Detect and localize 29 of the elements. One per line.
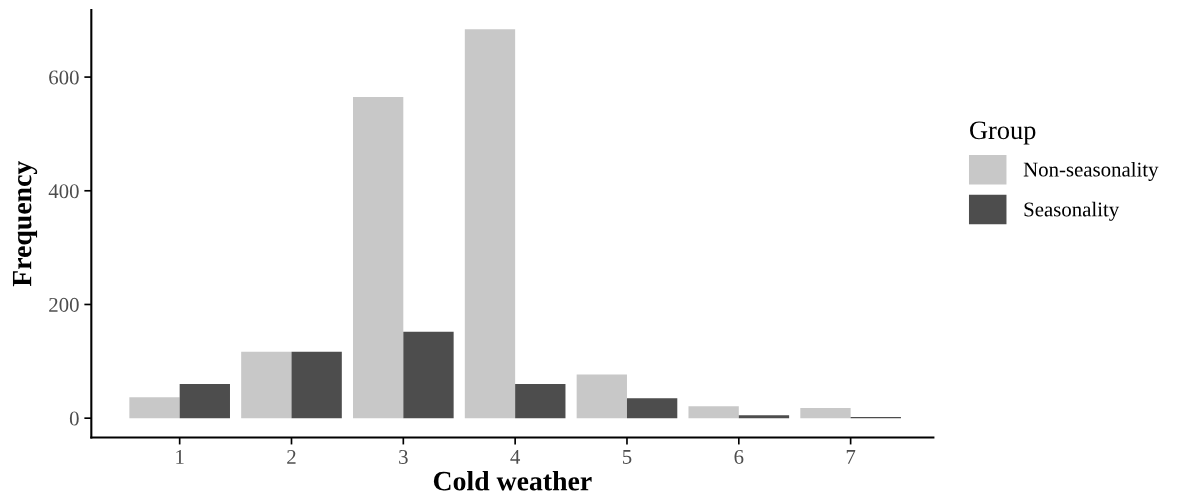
y-tick-label: 400 (48, 184, 79, 199)
legend-title: Group (970, 121, 1036, 145)
x-tick-label: 6 (734, 449, 744, 464)
x-axis-title: Cold weather (433, 470, 592, 491)
bar (353, 96, 404, 419)
bar (403, 331, 454, 419)
bar (241, 351, 292, 419)
bar (688, 406, 739, 419)
bar (464, 29, 516, 419)
bar (738, 415, 790, 419)
bar (800, 407, 851, 419)
x-tick-label: 4 (510, 450, 521, 464)
y-tick-label: 200 (49, 297, 79, 312)
x-tick-label: 1 (176, 450, 184, 464)
bar (129, 397, 180, 419)
x-tick-label: 5 (622, 450, 632, 464)
bar (576, 374, 627, 419)
y-tick-label: 600 (49, 70, 79, 85)
x-tick-label: 7 (846, 450, 856, 464)
y-axis-title: Frequency (12, 161, 38, 287)
y-tick-label: 0 (69, 411, 79, 426)
bar (179, 384, 230, 419)
legend-label: Seasonality (1024, 201, 1120, 221)
x-tick-label: 3 (399, 449, 408, 464)
bar (626, 398, 678, 419)
x-tick-label: 2 (287, 449, 296, 464)
bar (515, 384, 566, 419)
bar (291, 351, 342, 419)
legend-label: Non-seasonality (1023, 161, 1159, 181)
